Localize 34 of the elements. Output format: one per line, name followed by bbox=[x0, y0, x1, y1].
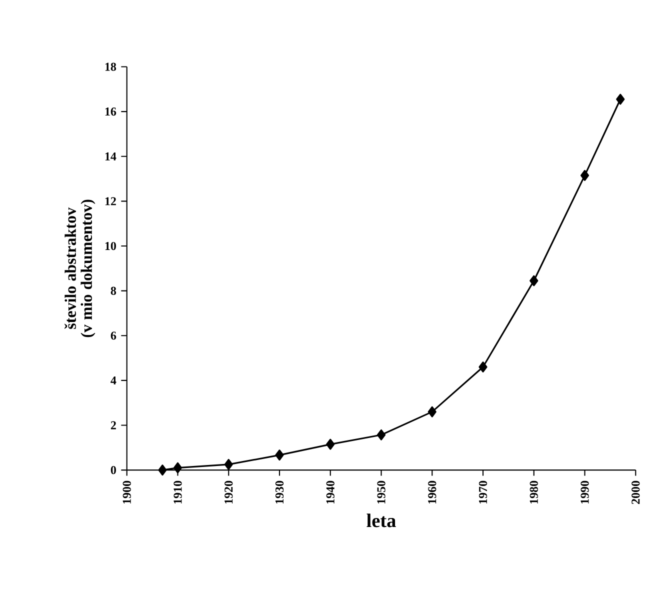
y-tick-label: 2 bbox=[110, 421, 116, 430]
point bbox=[275, 449, 284, 460]
x-tick-label: 1980 bbox=[530, 480, 538, 504]
x-tick-label: 1960 bbox=[428, 480, 436, 504]
point bbox=[173, 462, 182, 474]
point bbox=[224, 458, 233, 470]
x-tick-label: 1920 bbox=[224, 480, 233, 504]
point bbox=[580, 170, 590, 181]
point bbox=[530, 275, 538, 286]
point bbox=[158, 464, 167, 476]
y-tick-label: 4 bbox=[110, 376, 116, 384]
x-tick-label: 1910 bbox=[174, 480, 182, 504]
x-tick-label: 1930 bbox=[275, 480, 284, 504]
y-tick-label: 10 bbox=[105, 242, 116, 250]
point bbox=[376, 429, 386, 440]
x-axis-title: leta bbox=[366, 514, 396, 528]
x-tick-label: 1970 bbox=[478, 480, 488, 504]
x-tick-label: 1900 bbox=[122, 480, 131, 504]
y-tick-label: 14 bbox=[105, 152, 116, 160]
point bbox=[616, 94, 625, 105]
y-tick-label: 18 bbox=[105, 62, 116, 71]
x-tick-label: 1950 bbox=[377, 480, 386, 504]
y-tick-label: 0 bbox=[110, 466, 116, 474]
y-axis-title: število abstraktov (v mio dokumentov) bbox=[64, 200, 96, 338]
y-tick-label: 16 bbox=[105, 107, 116, 116]
y-tick-label: 12 bbox=[105, 197, 116, 206]
point bbox=[326, 438, 335, 450]
x-tick-label: 1940 bbox=[326, 480, 334, 504]
point bbox=[478, 361, 488, 372]
y-tick-label: 8 bbox=[110, 286, 116, 295]
point bbox=[428, 406, 436, 418]
y-tick-label: 6 bbox=[110, 331, 116, 340]
x-tick-label: 2000 bbox=[632, 480, 640, 504]
x-tick-label: 1990 bbox=[580, 480, 589, 504]
